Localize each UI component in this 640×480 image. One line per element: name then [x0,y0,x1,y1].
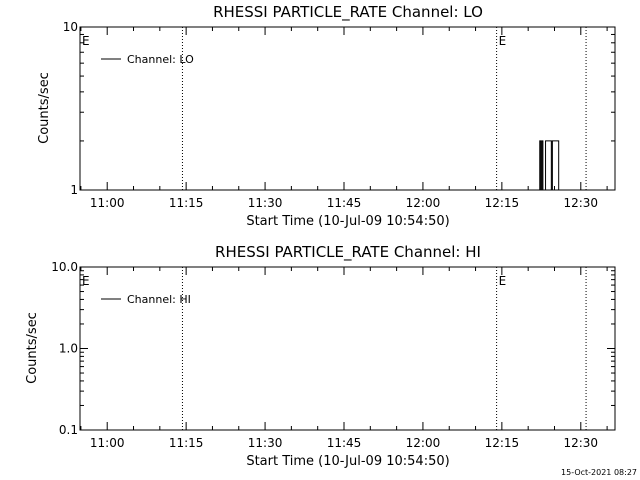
panel-hi-event-marker-label: E [499,274,507,288]
panel-lo-xlabel: Start Time (10-Jul-09 10:54:50) [246,214,449,229]
panel-hi-legend-label: Channel: HI [127,293,191,306]
panel-hi-xtick-label: 11:15 [169,436,204,450]
panel-hi-ytick-label: 10.0 [51,260,78,274]
panel-lo-xtick-label: 11:15 [169,196,204,210]
panel-lo-ylabel: Counts/sec [37,72,52,144]
panel-hi-ylabel: Counts/sec [25,312,40,384]
panel-lo-xtick-label: 12:00 [406,196,441,210]
panel-lo-event-marker-label: E [82,34,90,48]
panel-lo: RHESSI PARTICLE_RATE Channel: LO Counts/… [37,3,616,229]
panel-lo-ytick-label: 1 [70,183,78,197]
panel-lo-series-line [538,140,560,191]
panel-lo-xtick-label: 11:30 [248,196,283,210]
panel-lo-xtick-label: 11:45 [327,196,362,210]
panel-hi-xlabel: Start Time (10-Jul-09 10:54:50) [246,454,449,469]
panel-hi-ytick-label: 0.1 [59,423,78,437]
panel-lo-xtick-label: 11:00 [90,196,125,210]
panel-hi-xtick-label: 11:00 [90,436,125,450]
panel-hi-xtick-label: 12:15 [485,436,520,450]
panel-hi-frame [79,266,616,431]
panel-lo-xtick-label: 12:15 [485,196,520,210]
panel-lo-tick-labels: 11:00 11:15 11:30 11:45 12:00 12:15 12:30 1 10 [63,20,598,210]
panel-hi-xtick-label: 12:00 [406,436,441,450]
panel-hi-ytick-label: 1.0 [59,342,78,356]
panel-hi-tick-labels: 11:00 11:15 11:30 11:45 12:00 12:15 12:30 0.1 1.… [51,260,598,450]
panel-hi-xtick-label: 11:45 [327,436,362,450]
panel-lo-legend-label: Channel: LO [127,53,194,66]
footer-timestamp: 15-Oct-2021 08:27 [561,468,637,477]
panel-hi-title: RHESSI PARTICLE_RATE Channel: HI [215,243,481,262]
panel-hi: RHESSI PARTICLE_RATE Channel: HI Counts/… [25,243,616,469]
panel-hi-xtick-label: 12:30 [563,436,598,450]
panel-lo-title: RHESSI PARTICLE_RATE Channel: LO [213,3,483,22]
panel-hi-xtick-label: 11:30 [248,436,283,450]
panel-lo-xtick-label: 12:30 [563,196,598,210]
panel-lo-legend: Channel: LO [101,53,194,66]
panel-hi-event-marker-label: E [82,274,90,288]
panel-lo-frame [79,26,616,191]
panel-lo-event-marker-label: E [499,34,507,48]
panel-lo-ytick-label: 10 [63,20,78,34]
panel-hi-legend: Channel: HI [101,293,191,306]
